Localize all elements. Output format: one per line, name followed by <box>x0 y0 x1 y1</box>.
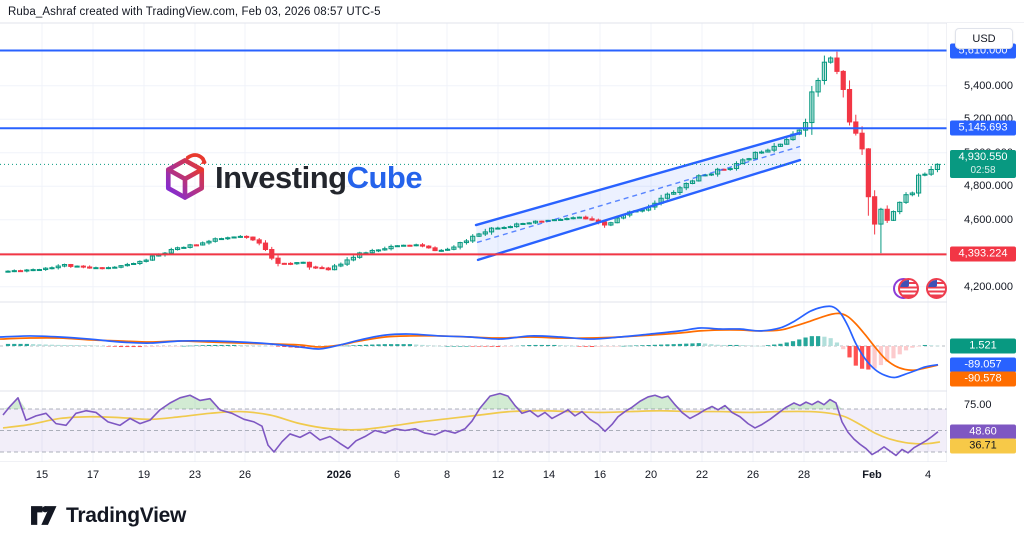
support-price-badge: 4,393.224 <box>950 246 1016 262</box>
last-price-badge: 4,930.550 02:58 <box>950 150 1016 179</box>
price-tick-label: 5,400.000 <box>964 79 1013 92</box>
time-tick-label: 16 <box>593 469 607 481</box>
us-flag-icon <box>926 278 947 299</box>
chart-attribution: Ruba_Ashraf created with TradingView.com… <box>8 6 381 18</box>
price-axis[interactable]: 5,400.0005,200.0005,000.0004,800.0004,60… <box>947 23 1024 490</box>
tradingview-logo-icon <box>31 506 57 525</box>
time-tick-label: 6 <box>393 469 401 481</box>
time-tick-label: 19 <box>137 469 151 481</box>
time-axis[interactable]: 15 17 19 23 26 2026 6 8 12 14 16 20 22 26 28 Feb 4 <box>0 462 947 490</box>
time-tick-label: 28 <box>797 469 811 481</box>
time-tick-label: 4 <box>924 469 932 481</box>
time-tick-label: 2026 <box>326 469 352 481</box>
time-tick-label: 17 <box>86 469 100 481</box>
resistance-price-badge: 5,145.693 <box>950 120 1016 136</box>
time-tick-label: 26 <box>238 469 252 481</box>
time-tick-label: 14 <box>542 469 556 481</box>
time-tick-label: 22 <box>695 469 709 481</box>
tradingview-wordmark: TradingView <box>66 503 187 527</box>
tradingview-attribution[interactable]: TradingView <box>30 503 186 528</box>
macd-signal-value-badge: -90.578 <box>950 371 1016 387</box>
price-tick-label: 4,200.000 <box>964 280 1013 293</box>
stoch-d-value-badge: 36.71 <box>950 438 1016 454</box>
investingcube-watermark: InvestingCube <box>162 152 423 204</box>
time-tick-label: 15 <box>35 469 49 481</box>
us-flag-icon <box>898 278 919 299</box>
macd-value-badge: -89.057 <box>950 357 1016 373</box>
time-tick-label: 20 <box>644 469 658 481</box>
investingcube-cube-icon <box>165 153 207 200</box>
time-tick-label: 12 <box>491 469 505 481</box>
price-tick-label: 4,800.000 <box>964 180 1013 193</box>
price-tick-label: 4,600.000 <box>964 213 1013 226</box>
time-tick-label: 8 <box>443 469 451 481</box>
currency-toggle-button[interactable]: USD <box>955 28 1013 49</box>
time-tick-label: Feb <box>862 469 882 481</box>
time-tick-label: 26 <box>746 469 760 481</box>
stoch-tick-label: 75.00 <box>964 399 992 411</box>
stoch-k-value-badge: 48.60 <box>950 424 1016 440</box>
macd-histogram-value-badge: 1.521 <box>950 338 1016 354</box>
investingcube-wordmark: InvestingCube <box>215 160 423 195</box>
time-tick-label: 23 <box>188 469 202 481</box>
